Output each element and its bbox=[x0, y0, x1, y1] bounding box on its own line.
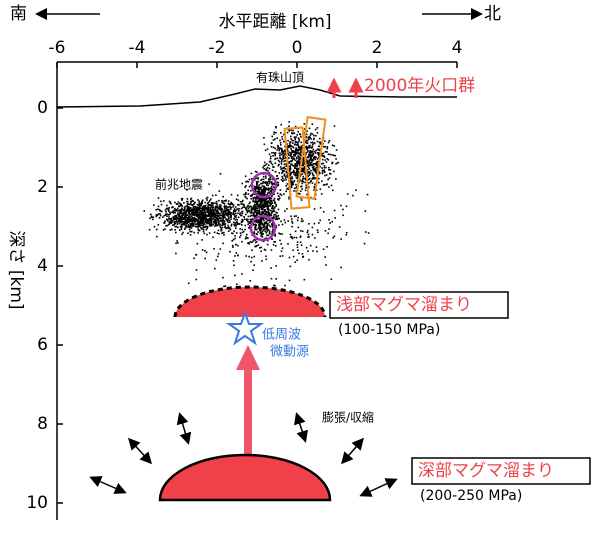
y-axis-title: 深さ [km] bbox=[6, 230, 26, 309]
label-box bbox=[329, 291, 509, 319]
expansion-label: 膨張/収縮 bbox=[322, 410, 374, 425]
lf-label: 微動源 bbox=[270, 345, 309, 360]
south-label: 南 bbox=[10, 4, 27, 24]
x-tick-label: 4 bbox=[452, 38, 463, 58]
lf-circle bbox=[249, 214, 277, 242]
shallow-pressure: (100-150 MPa) bbox=[338, 322, 440, 338]
y-tick-label: 0 bbox=[37, 98, 48, 118]
y-tick-label: 6 bbox=[37, 335, 48, 355]
shallow-chamber bbox=[175, 287, 325, 317]
x-tick-label: -4 bbox=[129, 38, 146, 58]
hypocenters bbox=[143, 118, 370, 288]
y-tick-label: 2 bbox=[37, 177, 48, 197]
x-tick-label: 2 bbox=[372, 38, 383, 58]
label-box bbox=[411, 457, 591, 485]
shallow-chamber-outline bbox=[173, 285, 327, 318]
deep-label: 深部マグマ溜まり bbox=[418, 461, 554, 481]
deep-pressure: (200-250 MPa) bbox=[420, 488, 522, 504]
shallow-label: 浅部マグマ溜まり bbox=[336, 295, 472, 315]
lf-star bbox=[225, 310, 265, 346]
y-tick-label: 4 bbox=[37, 256, 48, 276]
y-tick-label: 10 bbox=[26, 493, 48, 513]
precursor-label: 前兆地震 bbox=[155, 177, 203, 192]
craters-label: 2000年火口群 bbox=[364, 76, 475, 96]
summit-label: 有珠山頂 bbox=[256, 71, 304, 85]
x-tick-label: 0 bbox=[292, 38, 303, 58]
y-tick-label: 8 bbox=[37, 414, 48, 434]
expansion-arrows bbox=[89, 412, 398, 497]
dike-box bbox=[283, 126, 311, 210]
dike-box bbox=[295, 116, 327, 200]
x-tick-label: -6 bbox=[49, 38, 66, 58]
lf-circle bbox=[250, 171, 278, 199]
x-tick-label: -2 bbox=[209, 38, 226, 58]
x-axis-title: 水平距離 [km] bbox=[218, 12, 331, 32]
lf-label: 低周波 bbox=[262, 328, 301, 343]
north-label: 北 bbox=[484, 4, 501, 24]
deep-chamber bbox=[158, 453, 332, 502]
ascent-arrowhead bbox=[236, 345, 260, 370]
topography bbox=[56, 85, 457, 108]
